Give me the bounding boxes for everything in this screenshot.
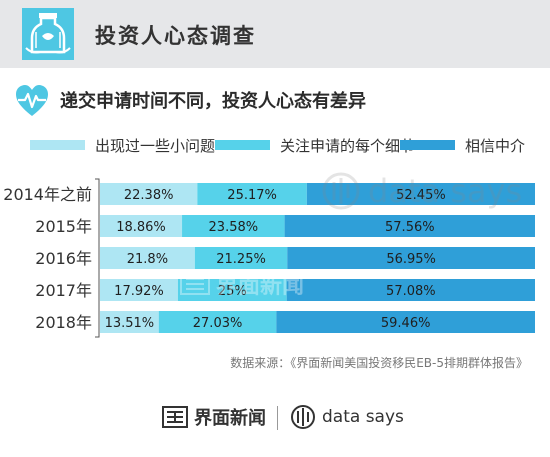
- data-label: 23.58%: [209, 220, 259, 235]
- data-label: 13.51%: [105, 316, 155, 331]
- legend-label: 出现过一些小问题: [95, 136, 216, 155]
- header-bar: 投资人心态调查: [0, 0, 550, 68]
- data-label: 57.56%: [385, 220, 435, 235]
- jiemian-logo-icon: [162, 406, 188, 428]
- legend-item-attention-details: 关注申请的每个细节: [215, 135, 415, 155]
- bar-segment: [284, 215, 535, 237]
- data-source-note: 数据来源：《界面新闻美国投资移民EB-5排期群体报告》: [230, 356, 528, 370]
- data-label: 25%: [218, 284, 247, 299]
- legend-label: 相信中介: [465, 136, 526, 155]
- footer-jiemian-logo: 界面新闻: [162, 404, 266, 430]
- bottle-badge-icon: [22, 8, 74, 60]
- data-label: 57.08%: [386, 284, 436, 299]
- chart-subtitle: 递交申请时间不同，投资人心态有差异: [60, 91, 366, 112]
- legend-item-trust-agent: 相信中介: [400, 135, 525, 155]
- footer-datasays-logo: data says: [290, 404, 404, 430]
- bar-segment: [306, 183, 535, 205]
- category-label: 2014年之前: [3, 185, 92, 204]
- data-label: 21.8%: [127, 252, 168, 267]
- bar-segment: [100, 279, 178, 301]
- legend-swatch: [30, 140, 85, 150]
- data-label: 25.17%: [227, 188, 277, 203]
- bar-segment: [286, 279, 535, 301]
- bar-segment: [197, 183, 307, 205]
- data-says-logo-icon: [291, 405, 315, 429]
- axis-bracket: [95, 178, 100, 338]
- heart-pulse-icon: [16, 85, 48, 116]
- footer-divider: [277, 406, 278, 430]
- legend-swatch: [400, 140, 455, 150]
- data-label: 22.38%: [124, 188, 174, 203]
- category-label: 2015年: [35, 217, 92, 236]
- category-label: 2017年: [35, 281, 92, 300]
- bar-segment: [276, 311, 535, 333]
- footer-brand-label: 界面新闻: [194, 408, 266, 429]
- data-label: 52.45%: [396, 188, 446, 203]
- bar-segment: [182, 215, 285, 237]
- data-label: 27.03%: [193, 316, 243, 331]
- category-label: 2016年: [35, 249, 92, 268]
- footer-datasays-label: data says: [322, 407, 404, 427]
- category-label: 2018年: [35, 313, 92, 332]
- data-label: 56.95%: [386, 252, 436, 267]
- bar-segment: [100, 215, 183, 237]
- legend-label: 关注申请的每个细节: [280, 136, 416, 155]
- data-label: 21.25%: [216, 252, 266, 267]
- data-label: 18.86%: [116, 220, 166, 235]
- bar-segment: [287, 247, 535, 269]
- bar-segment: [158, 311, 277, 333]
- bar-segment: [194, 247, 288, 269]
- bar-segment: [100, 247, 195, 269]
- legend-swatch: [215, 140, 270, 150]
- legend-item-minor-issues: 出现过一些小问题: [30, 135, 215, 155]
- data-label: 59.46%: [381, 316, 431, 331]
- stacked-bar-chart: 2014年之前 22.38% 25.17% 52.45% 2015年 18.86% 23.5…: [3, 178, 535, 338]
- bar-segment: [100, 311, 159, 333]
- bar-segment: [100, 183, 198, 205]
- data-label: 17.92%: [114, 284, 164, 299]
- page-title: 投资人心态调查: [95, 24, 256, 48]
- bar-segment: [177, 279, 287, 301]
